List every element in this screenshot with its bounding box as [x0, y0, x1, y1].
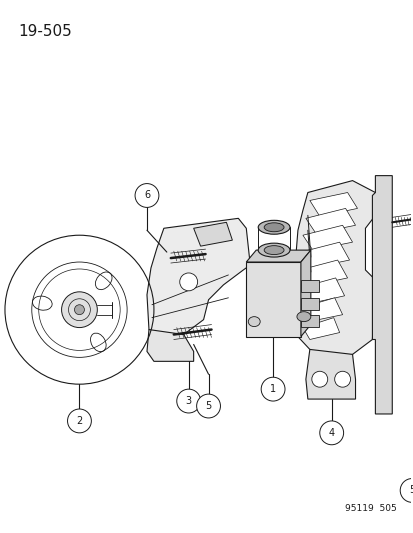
Text: 6: 6 — [144, 190, 150, 200]
Circle shape — [67, 409, 91, 433]
Text: 4: 4 — [328, 428, 334, 438]
Polygon shape — [147, 219, 249, 337]
Circle shape — [196, 394, 220, 418]
Polygon shape — [305, 208, 355, 233]
Text: 5: 5 — [408, 486, 413, 496]
Ellipse shape — [296, 312, 310, 321]
Text: 2: 2 — [76, 416, 82, 426]
Polygon shape — [300, 242, 349, 268]
Polygon shape — [246, 250, 310, 262]
Circle shape — [319, 421, 343, 445]
Polygon shape — [193, 222, 232, 246]
Polygon shape — [299, 278, 344, 304]
Polygon shape — [147, 329, 193, 361]
Circle shape — [179, 273, 197, 291]
Ellipse shape — [263, 223, 283, 232]
Circle shape — [135, 183, 159, 207]
Polygon shape — [300, 298, 342, 321]
Text: 1: 1 — [269, 384, 275, 394]
Polygon shape — [372, 176, 392, 414]
Bar — [300, 314, 318, 327]
Bar — [300, 298, 318, 310]
Bar — [246, 262, 300, 336]
Circle shape — [399, 479, 413, 503]
Polygon shape — [302, 225, 352, 250]
Text: 3: 3 — [185, 396, 191, 406]
Polygon shape — [300, 250, 310, 336]
Polygon shape — [309, 192, 357, 216]
Polygon shape — [299, 260, 347, 286]
Circle shape — [62, 292, 97, 328]
Text: 19-505: 19-505 — [18, 23, 71, 39]
Bar — [300, 280, 318, 292]
Ellipse shape — [258, 243, 289, 257]
Circle shape — [261, 377, 284, 401]
Text: 95119  505: 95119 505 — [345, 504, 396, 513]
Polygon shape — [302, 318, 339, 340]
Text: 5: 5 — [205, 401, 211, 411]
Circle shape — [311, 372, 327, 387]
Ellipse shape — [248, 317, 259, 327]
Circle shape — [74, 305, 84, 314]
Circle shape — [176, 389, 200, 413]
Ellipse shape — [258, 220, 289, 234]
Polygon shape — [305, 350, 355, 399]
Circle shape — [334, 372, 350, 387]
Ellipse shape — [263, 246, 283, 255]
Polygon shape — [292, 181, 375, 359]
